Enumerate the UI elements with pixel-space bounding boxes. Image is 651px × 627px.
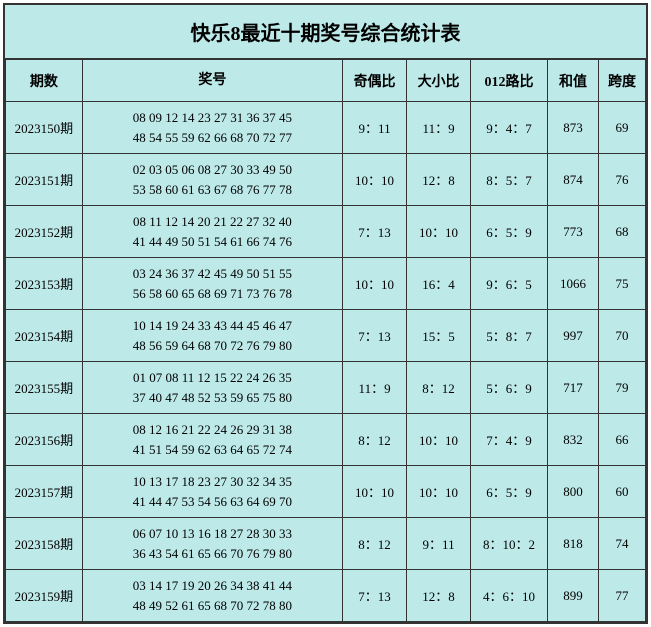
cell-big-small: 10：10 [407, 466, 471, 518]
cell-period: 2023159期 [6, 570, 83, 622]
cell-big-small: 12：8 [407, 154, 471, 206]
cell-sum: 800 [547, 466, 598, 518]
cell-period: 2023155期 [6, 362, 83, 414]
cell-span: 60 [599, 466, 646, 518]
table-row: 2023155期01 07 08 11 12 15 22 24 26 3537 … [6, 362, 646, 414]
header-route-012: 012路比 [471, 60, 548, 102]
table-title: 快乐8最近十期奖号综合统计表 [5, 5, 646, 59]
cell-odd-even: 7：13 [343, 310, 407, 362]
cell-big-small: 9：11 [407, 518, 471, 570]
table-row: 2023153期03 24 36 37 42 45 49 50 51 5556 … [6, 258, 646, 310]
cell-span: 79 [599, 362, 646, 414]
cell-sum: 874 [547, 154, 598, 206]
table-row: 2023151期02 03 05 06 08 27 30 33 49 5053 … [6, 154, 646, 206]
cell-route-012: 5：6：9 [471, 362, 548, 414]
cell-route-012: 9：6：5 [471, 258, 548, 310]
cell-big-small: 16：4 [407, 258, 471, 310]
cell-big-small: 10：10 [407, 414, 471, 466]
table-row: 2023158期06 07 10 13 16 18 27 28 30 3336 … [6, 518, 646, 570]
stats-table: 期数 奖号 奇偶比 大小比 012路比 和值 跨度 2023150期08 09 … [5, 59, 646, 622]
table-row: 2023159期03 14 17 19 20 26 34 38 41 4448 … [6, 570, 646, 622]
header-span: 跨度 [599, 60, 646, 102]
cell-numbers: 10 14 19 24 33 43 44 45 46 4748 56 59 64… [82, 310, 342, 362]
cell-odd-even: 10：10 [343, 154, 407, 206]
cell-odd-even: 8：12 [343, 518, 407, 570]
cell-sum: 873 [547, 102, 598, 154]
cell-odd-even: 10：10 [343, 258, 407, 310]
cell-numbers: 08 12 16 21 22 24 26 29 31 3841 51 54 59… [82, 414, 342, 466]
cell-sum: 717 [547, 362, 598, 414]
cell-route-012: 4：6：10 [471, 570, 548, 622]
cell-numbers: 10 13 17 18 23 27 30 32 34 3541 44 47 53… [82, 466, 342, 518]
cell-span: 66 [599, 414, 646, 466]
cell-numbers: 01 07 08 11 12 15 22 24 26 3537 40 47 48… [82, 362, 342, 414]
cell-route-012: 6：5：9 [471, 206, 548, 258]
cell-sum: 818 [547, 518, 598, 570]
header-row: 期数 奖号 奇偶比 大小比 012路比 和值 跨度 [6, 60, 646, 102]
cell-big-small: 11：9 [407, 102, 471, 154]
cell-route-012: 5：8：7 [471, 310, 548, 362]
cell-sum: 832 [547, 414, 598, 466]
cell-odd-even: 11：9 [343, 362, 407, 414]
cell-big-small: 8：12 [407, 362, 471, 414]
table-row: 2023152期08 11 12 14 20 21 22 27 32 4041 … [6, 206, 646, 258]
cell-odd-even: 9：11 [343, 102, 407, 154]
table-row: 2023156期08 12 16 21 22 24 26 29 31 3841 … [6, 414, 646, 466]
cell-route-012: 8：10：2 [471, 518, 548, 570]
cell-span: 69 [599, 102, 646, 154]
cell-span: 77 [599, 570, 646, 622]
cell-period: 2023153期 [6, 258, 83, 310]
cell-period: 2023152期 [6, 206, 83, 258]
cell-sum: 773 [547, 206, 598, 258]
cell-big-small: 12：8 [407, 570, 471, 622]
cell-period: 2023151期 [6, 154, 83, 206]
cell-odd-even: 10：10 [343, 466, 407, 518]
cell-route-012: 8：5：7 [471, 154, 548, 206]
cell-route-012: 7：4：9 [471, 414, 548, 466]
cell-odd-even: 8：12 [343, 414, 407, 466]
header-period: 期数 [6, 60, 83, 102]
cell-numbers: 03 14 17 19 20 26 34 38 41 4448 49 52 61… [82, 570, 342, 622]
cell-big-small: 10：10 [407, 206, 471, 258]
cell-sum: 997 [547, 310, 598, 362]
cell-period: 2023154期 [6, 310, 83, 362]
cell-numbers: 02 03 05 06 08 27 30 33 49 5053 58 60 61… [82, 154, 342, 206]
cell-numbers: 08 09 12 14 23 27 31 36 37 4548 54 55 59… [82, 102, 342, 154]
cell-period: 2023157期 [6, 466, 83, 518]
cell-span: 76 [599, 154, 646, 206]
header-numbers: 奖号 [82, 60, 342, 102]
table-row: 2023154期10 14 19 24 33 43 44 45 46 4748 … [6, 310, 646, 362]
cell-sum: 1066 [547, 258, 598, 310]
cell-sum: 899 [547, 570, 598, 622]
cell-route-012: 9：4：7 [471, 102, 548, 154]
stats-table-container: 快乐8最近十期奖号综合统计表 期数 奖号 奇偶比 大小比 012路比 和值 跨度… [3, 3, 648, 624]
cell-odd-even: 7：13 [343, 570, 407, 622]
cell-span: 75 [599, 258, 646, 310]
table-row: 2023157期10 13 17 18 23 27 30 32 34 3541 … [6, 466, 646, 518]
cell-numbers: 03 24 36 37 42 45 49 50 51 5556 58 60 65… [82, 258, 342, 310]
cell-numbers: 08 11 12 14 20 21 22 27 32 4041 44 49 50… [82, 206, 342, 258]
table-row: 2023150期08 09 12 14 23 27 31 36 37 4548 … [6, 102, 646, 154]
cell-period: 2023150期 [6, 102, 83, 154]
cell-big-small: 15：5 [407, 310, 471, 362]
cell-odd-even: 7：13 [343, 206, 407, 258]
cell-route-012: 6：5：9 [471, 466, 548, 518]
cell-period: 2023158期 [6, 518, 83, 570]
cell-span: 70 [599, 310, 646, 362]
cell-period: 2023156期 [6, 414, 83, 466]
header-sum: 和值 [547, 60, 598, 102]
cell-span: 68 [599, 206, 646, 258]
cell-numbers: 06 07 10 13 16 18 27 28 30 3336 43 54 61… [82, 518, 342, 570]
header-big-small: 大小比 [407, 60, 471, 102]
cell-span: 74 [599, 518, 646, 570]
header-odd-even: 奇偶比 [343, 60, 407, 102]
